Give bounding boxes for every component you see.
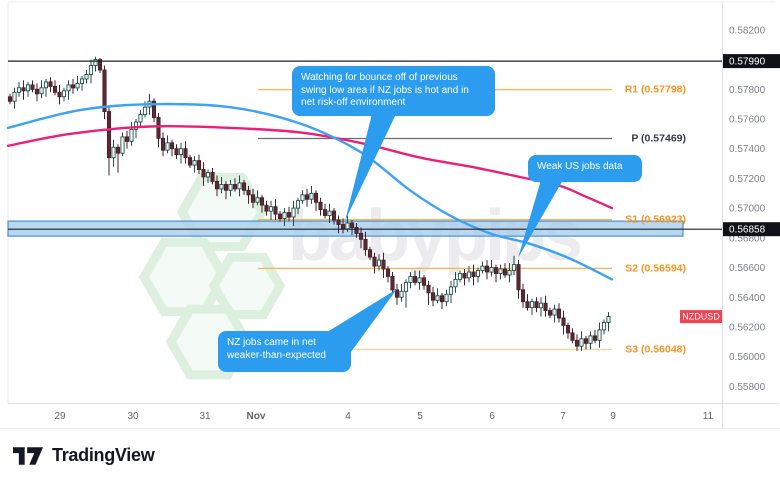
price-tag-text: 0.56858 (729, 225, 766, 236)
tradingview-wordmark: TradingView (52, 445, 155, 465)
symbol-price-tag (680, 310, 722, 324)
y-axis-tick: 0.57600 (729, 115, 766, 126)
axes (0, 2, 780, 429)
y-axis-tick: 0.57400 (729, 144, 766, 155)
y-axis-tick: 0.56800 (729, 233, 766, 244)
drawn-horizontal-lines[interactable] (8, 60, 722, 230)
callout-text-line: NZ jobs came in net (227, 337, 316, 348)
price-tags: 0.57990 0.56858 NZDUSD (680, 54, 780, 324)
x-axis-tick: 9 (610, 411, 616, 422)
callout-bounce-note[interactable]: Watching for bounce off of previous swing… (292, 66, 495, 116)
x-axis-tick: 5 (417, 411, 423, 422)
time-axis[interactable]: 29 30 31 Nov 4 5 6 7 9 11 (54, 411, 713, 422)
price-axis[interactable]: 0.582000.580000.578000.576000.574000.572… (729, 25, 766, 393)
pivot-label: S1 (0.56923) (625, 214, 686, 226)
x-axis-tick: Nov (247, 411, 266, 422)
pivot-label: S2 (0.56594) (625, 262, 686, 274)
x-axis-tick: 7 (560, 411, 566, 422)
candlestick-series (7, 56, 611, 351)
price-tag-text: 0.57990 (729, 57, 766, 68)
y-axis-tick: 0.56000 (729, 352, 766, 363)
y-axis-tick: 0.56600 (729, 263, 766, 274)
callout-text-line: swing low area if NZ jobs is hot and in (301, 84, 469, 96)
price-tag (723, 54, 780, 69)
x-axis-tick: 30 (127, 411, 139, 422)
x-axis-tick: 11 (703, 411, 714, 422)
callout-nz-jobs[interactable]: NZ jobs came in net weaker-than-expected (218, 331, 351, 372)
pivot-label: S3 (0.56048) (625, 344, 686, 356)
callout-text-line: weaker-than-expected (227, 349, 326, 361)
pivot-label: P (0.57469) (631, 133, 686, 145)
callout-weak-us-jobs[interactable]: Weak US jobs data (528, 155, 642, 182)
y-axis-tick: 0.57200 (729, 174, 766, 185)
x-axis-tick: 6 (489, 411, 495, 422)
tradingview-logo[interactable]: TradingView (13, 445, 155, 466)
y-axis-tick: 0.58200 (729, 25, 766, 36)
x-axis-tick: 31 (199, 411, 211, 422)
y-axis-tick: 0.57800 (729, 85, 766, 96)
price-tag (723, 222, 780, 237)
x-axis-tick: 29 (54, 411, 66, 422)
tradingview-mark-icon (13, 446, 43, 465)
callout-text-line: net risk-off environment (301, 97, 406, 108)
callout-text-line: Watching for bounce off of previous (301, 72, 458, 83)
y-axis-tick: 0.56200 (729, 323, 766, 334)
pivot-label: R1 (0.57798) (625, 84, 686, 96)
plot-border (7, 1, 775, 403)
x-axis-tick: 4 (345, 411, 351, 422)
y-axis-tick: 0.56400 (729, 293, 766, 304)
y-axis-tick: 0.55800 (729, 382, 766, 393)
pivot-labels: R1 (0.57798) P (0.57469) S1 (0.56923) S2 (0… (625, 84, 686, 356)
symbol-price-tag-text: NZDUSD (682, 312, 720, 322)
callout-text-line: Weak US jobs data (537, 161, 623, 172)
y-axis-tick: 0.57000 (729, 204, 766, 215)
